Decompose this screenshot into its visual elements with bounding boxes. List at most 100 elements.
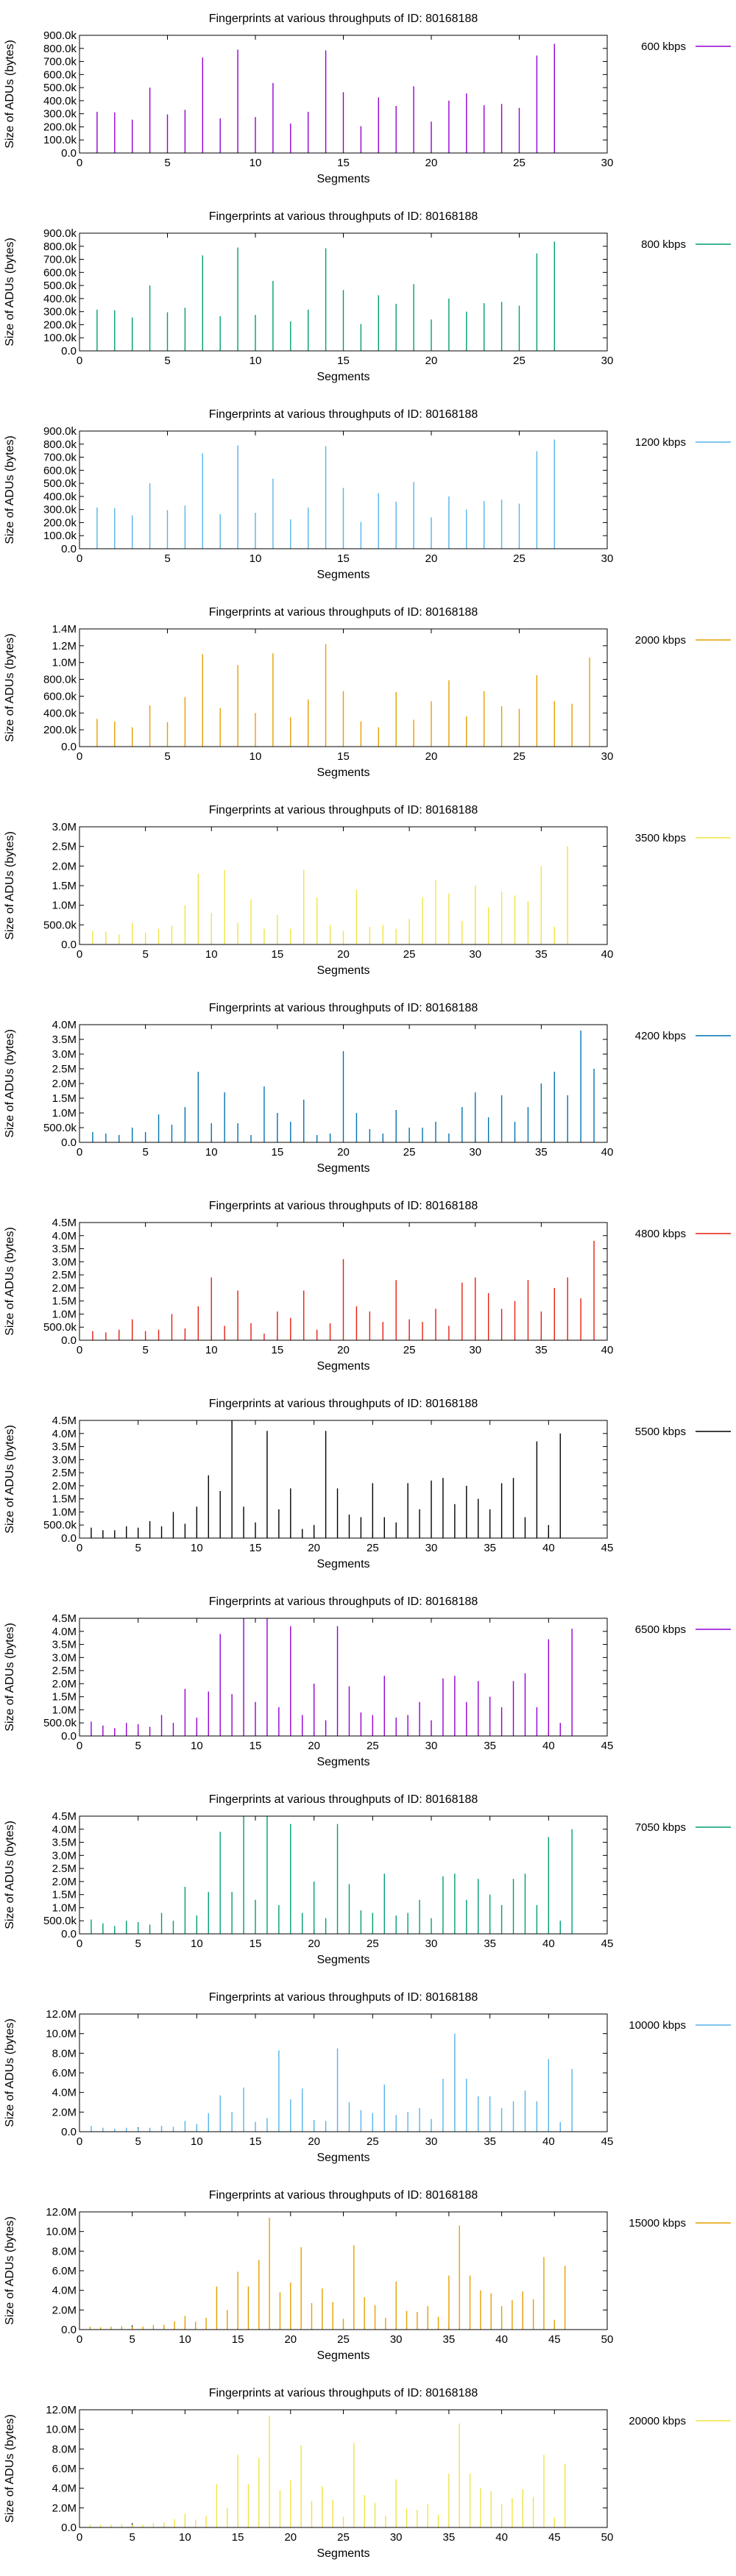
y-tick-label: 700.0k	[43, 56, 77, 68]
x-tick-label: 35	[484, 1740, 496, 1752]
x-axis-label: Segments	[316, 1954, 369, 1966]
x-tick-label: 15	[337, 355, 350, 367]
y-tick-label: 800.0k	[43, 43, 77, 55]
y-axis-label: Size of ADUs (bytes)	[4, 1821, 16, 1929]
y-tick-label: 3.0M	[52, 1651, 77, 1664]
plot-frame	[79, 2013, 608, 2132]
y-tick-label: 600.0k	[43, 68, 77, 81]
chart-title: Fingerprints at various throughputs of I…	[209, 1991, 478, 2004]
y-tick-label: 100.0k	[43, 530, 77, 542]
y-tick-label: 1.0M	[52, 900, 77, 912]
plot-frame	[79, 35, 608, 154]
x-tick-label: 30	[601, 552, 614, 565]
y-tick-label: 300.0k	[43, 306, 77, 319]
y-axis-label: Size of ADUs (bytes)	[4, 831, 16, 940]
x-tick-label: 40	[601, 948, 614, 961]
y-tick-label: 500.0k	[43, 82, 77, 94]
y-tick-label: 400.0k	[43, 293, 77, 305]
x-axis-label: Segments	[316, 1360, 369, 1373]
x-tick-label: 15	[250, 1740, 262, 1752]
y-tick-label: 2.0M	[52, 2502, 77, 2514]
x-tick-label: 30	[601, 157, 614, 169]
legend-label: 10000 kbps	[629, 2019, 686, 2032]
y-tick-label: 200.0k	[43, 319, 77, 331]
chart-panel: Fingerprints at various throughputs of I…	[0, 2374, 736, 2572]
x-tick-label: 10	[205, 1146, 218, 1159]
y-tick-label: 0.0	[61, 147, 77, 160]
y-tick-label: 8.0M	[52, 2443, 77, 2455]
y-tick-label: 12.0M	[46, 2404, 77, 2416]
y-tick-label: 900.0k	[43, 227, 77, 240]
y-tick-label: 500.0k	[43, 1717, 77, 1729]
y-tick-label: 1.0M	[52, 1107, 77, 1120]
x-tick-label: 45	[601, 1938, 614, 1950]
y-tick-label: 400.0k	[43, 95, 77, 107]
x-tick-label: 5	[142, 1344, 148, 1356]
x-tick-label: 35	[535, 1146, 548, 1159]
y-tick-label: 2.0M	[52, 860, 77, 872]
y-tick-label: 4.5M	[52, 1810, 77, 1823]
legend-label: 4200 kbps	[635, 1030, 686, 1042]
y-tick-label: 0.0	[61, 2324, 77, 2336]
chart-panel: Fingerprints at various throughputs of I…	[0, 1385, 736, 1583]
y-tick-label: 1.0M	[52, 1506, 77, 1518]
x-tick-label: 0	[77, 355, 82, 367]
plot-frame	[79, 1222, 608, 1341]
chart-panel: Fingerprints at various throughputs of I…	[0, 1187, 736, 1385]
x-tick-label: 15	[337, 157, 350, 169]
x-tick-label: 20	[308, 1938, 320, 1950]
x-tick-label: 30	[601, 355, 614, 367]
y-tick-label: 4.5M	[52, 1217, 77, 1229]
y-tick-label: 500.0k	[43, 280, 77, 292]
chart-title: Fingerprints at various throughputs of I…	[209, 606, 478, 619]
x-tick-label: 30	[469, 1344, 481, 1356]
chart-svg: Fingerprints at various throughputs of I…	[4, 210, 731, 383]
plot-frame	[79, 430, 608, 549]
chart-title: Fingerprints at various throughputs of I…	[209, 1793, 478, 1806]
x-axis-label: Segments	[316, 173, 369, 185]
y-tick-label: 3.5M	[52, 1639, 77, 1651]
y-tick-label: 300.0k	[43, 108, 77, 121]
x-tick-label: 20	[337, 1344, 350, 1356]
plot-frame	[79, 2211, 608, 2330]
legend-label: 3500 kbps	[635, 832, 686, 844]
x-tick-label: 25	[403, 1146, 416, 1159]
x-tick-label: 10	[205, 948, 218, 961]
x-tick-label: 20	[308, 2135, 320, 2148]
chart-svg: Fingerprints at various throughputs of I…	[4, 1398, 731, 1570]
chart-title: Fingerprints at various throughputs of I…	[209, 804, 478, 816]
y-tick-label: 100.0k	[43, 332, 77, 344]
y-tick-label: 600.0k	[43, 690, 77, 702]
chart-title: Fingerprints at various throughputs of I…	[209, 210, 478, 223]
y-tick-label: 200.0k	[43, 724, 77, 736]
plot-frame	[79, 2409, 608, 2528]
x-tick-label: 15	[272, 1344, 284, 1356]
x-tick-label: 45	[548, 2531, 561, 2544]
x-tick-label: 5	[135, 2135, 141, 2148]
y-tick-label: 6.0M	[52, 2265, 77, 2277]
x-tick-label: 10	[250, 355, 262, 367]
plot-frame	[79, 1024, 608, 1143]
x-tick-label: 40	[601, 1146, 614, 1159]
x-tick-label: 10	[191, 1938, 203, 1950]
chart-panel: Fingerprints at various throughputs of I…	[0, 396, 736, 594]
y-tick-label: 10.0M	[46, 2226, 77, 2238]
x-tick-label: 10	[191, 1542, 203, 1554]
x-tick-label: 30	[425, 1740, 438, 1752]
x-tick-label: 45	[548, 2333, 561, 2346]
x-axis-label: Segments	[316, 2547, 369, 2560]
x-tick-label: 5	[142, 948, 148, 961]
x-tick-label: 10	[179, 2333, 191, 2346]
x-tick-label: 35	[535, 948, 548, 961]
y-tick-label: 8.0M	[52, 2047, 77, 2060]
x-tick-label: 25	[337, 2333, 350, 2346]
y-tick-label: 1.0M	[52, 1308, 77, 1320]
x-tick-label: 5	[135, 1542, 141, 1554]
y-tick-label: 4.0M	[52, 2285, 77, 2297]
chart-panel: Fingerprints at various throughputs of I…	[0, 198, 736, 396]
chart-svg: Fingerprints at various throughputs of I…	[4, 1793, 731, 1966]
x-tick-label: 20	[425, 750, 438, 763]
x-tick-label: 25	[513, 552, 526, 565]
y-tick-label: 2.5M	[52, 1063, 77, 1075]
